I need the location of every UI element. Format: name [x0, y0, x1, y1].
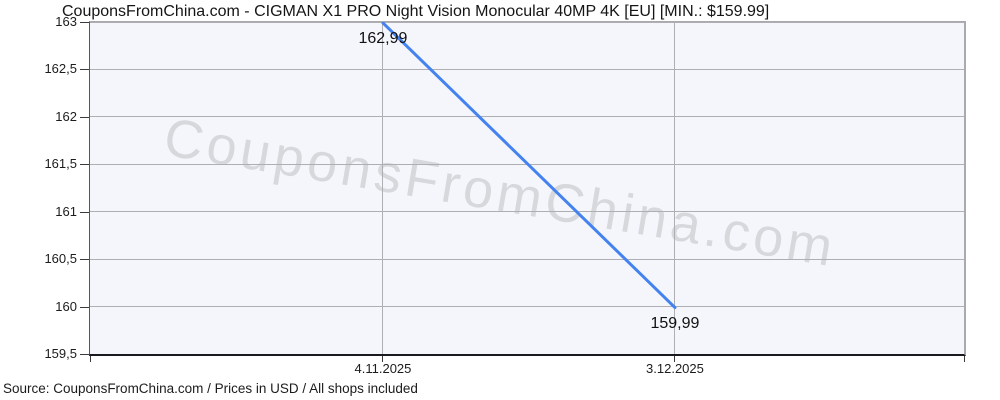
y-axis-tick-label: 159,5: [44, 346, 77, 361]
price-line-series: [381, 22, 677, 310]
y-axis-tick-mark: [80, 164, 89, 166]
x-axis-tick-mark: [382, 356, 384, 362]
y-axis-tick-label: 162: [55, 108, 77, 124]
y-axis-tick-mark: [80, 69, 89, 71]
y-axis-tick-label: 161,5: [44, 156, 77, 172]
y-axis-tick-label: 160: [55, 298, 77, 314]
y-axis-tick-mark: [80, 306, 89, 308]
y-axis-tick-mark: [80, 22, 89, 23]
y-axis-tick-label: 163: [55, 14, 77, 29]
gridline-horizontal: [90, 306, 964, 308]
gridline-horizontal: [90, 211, 964, 213]
y-axis-tick-label: 162,5: [44, 61, 77, 77]
y-axis-tick-label: 160,5: [44, 251, 77, 267]
x-axis-tick-label: 3.12.2025: [646, 361, 704, 376]
point-value-label: 159,99: [650, 314, 700, 332]
x-axis-tick-mark: [963, 356, 965, 362]
y-axis-tick-mark: [80, 354, 89, 355]
gridline-vertical: [382, 22, 384, 354]
y-axis-tick-mark: [80, 211, 89, 213]
gridline-horizontal: [90, 22, 964, 23]
gridline-horizontal: [90, 258, 964, 260]
x-axis-tick-mark: [89, 356, 91, 362]
x-axis-tick-label: 4.11.2025: [354, 361, 412, 376]
gridline-vertical: [674, 22, 676, 354]
y-axis-tick-label: 161: [55, 203, 77, 219]
x-axis-tick-mark: [674, 356, 676, 362]
gridline-horizontal: [90, 116, 964, 118]
source-note: Source: CouponsFromChina.com / Prices in…: [3, 381, 418, 396]
y-axis-tick-mark: [80, 116, 89, 118]
plot-area: CouponsFromChina.com 162,99 159,99: [89, 21, 966, 356]
gridline-horizontal: [90, 68, 964, 70]
price-line: [381, 22, 677, 310]
point-value-label: 162,99: [358, 29, 408, 47]
chart-title: CouponsFromChina.com - CIGMAN X1 PRO Nig…: [62, 3, 770, 20]
gridline-horizontal: [90, 353, 964, 354]
y-axis-tick-mark: [80, 259, 89, 261]
